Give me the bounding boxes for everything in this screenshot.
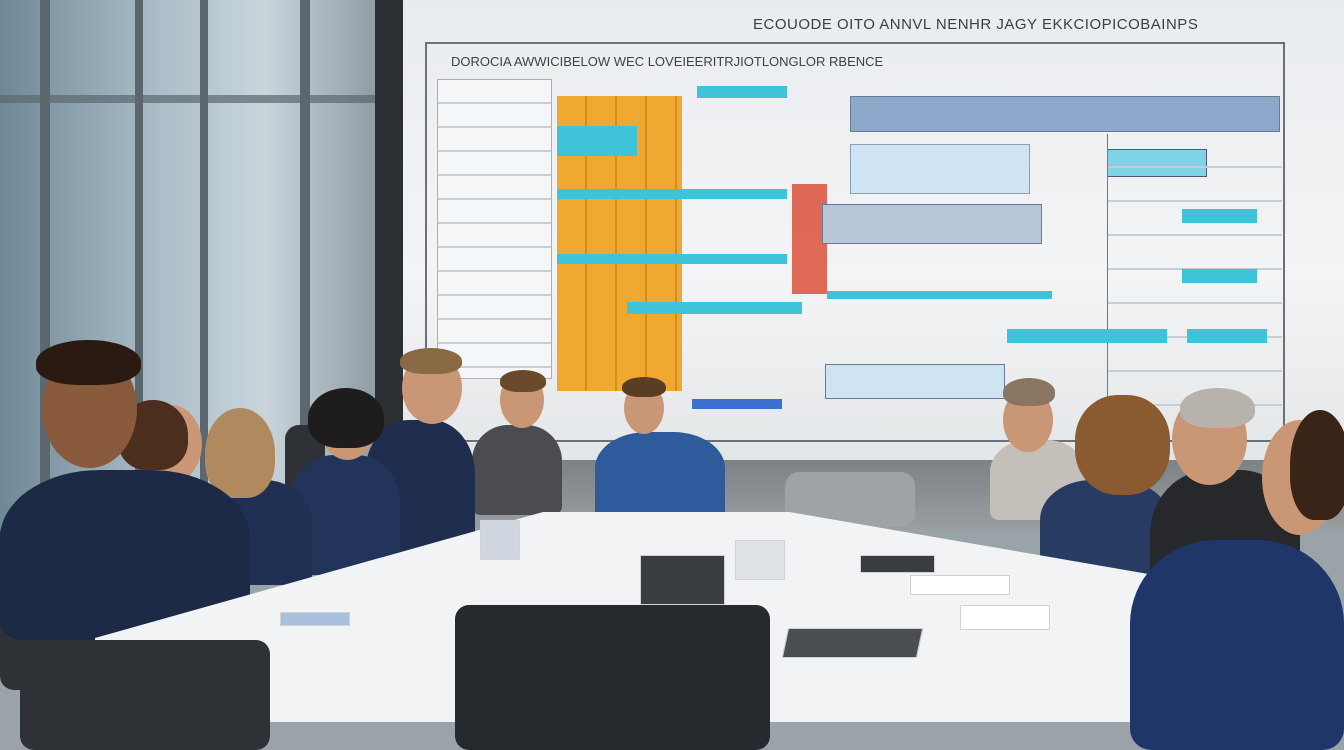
diagram-cyan-block (557, 126, 637, 156)
diagram-frame: DOROCIA AWWICIBELOW WEC LOVEIEERITRJIOTL… (425, 42, 1285, 442)
laptop (640, 555, 725, 605)
hair (205, 408, 275, 498)
hair (1290, 410, 1344, 520)
suit (472, 425, 562, 515)
diagram-red-block (792, 184, 827, 294)
hair (1180, 388, 1255, 428)
diagram-subtitle: DOROCIA AWWICIBELOW WEC LOVEIEERITRJIOTL… (451, 54, 884, 69)
diagram-cyan-bar (697, 86, 787, 98)
suit (1130, 540, 1344, 750)
window-frame (300, 0, 310, 560)
diagram-cyan-bar (1182, 209, 1257, 223)
suit (595, 432, 725, 522)
diagram-cyan-bar (557, 254, 787, 264)
paper-document (280, 612, 350, 626)
hair (308, 388, 384, 448)
paper-document (960, 605, 1050, 630)
chair (20, 640, 270, 750)
diagram-box (850, 144, 1030, 194)
hair (622, 377, 666, 397)
window-frame (40, 0, 50, 560)
diagram-box (825, 364, 1005, 399)
diagram-blue-bar (692, 399, 782, 409)
diagram-cyan-bar (1187, 329, 1267, 343)
window-frame (0, 95, 380, 103)
diagram-cyan-bar (627, 302, 802, 314)
projection-screen: ECOUODE OITO ANNVL NENHR JAGY EKKCIOPICO… (403, 0, 1344, 462)
hair (1003, 378, 1055, 406)
chair (455, 605, 770, 750)
diagram-cyan-bar (1007, 329, 1167, 343)
diagram-cyan-bar (827, 291, 1052, 299)
diagram-list (437, 79, 552, 379)
tablet (781, 628, 924, 658)
document-stand (480, 520, 520, 560)
screen-title: ECOUODE OITO ANNVL NENHR JAGY EKKCIOPICO… (753, 16, 1199, 33)
window-frame (135, 0, 143, 560)
diagram-cyan-bar (1182, 269, 1257, 283)
hair (36, 340, 141, 385)
tablet (860, 555, 935, 573)
hair (500, 370, 546, 392)
diagram-header-bar (850, 96, 1280, 132)
diagram-cyan-bar (557, 189, 787, 199)
paper-document (910, 575, 1010, 595)
water-glasses (735, 540, 785, 580)
hair (1075, 395, 1170, 495)
window-frame (200, 0, 208, 560)
diagram-box (822, 204, 1042, 244)
hair (400, 348, 462, 374)
